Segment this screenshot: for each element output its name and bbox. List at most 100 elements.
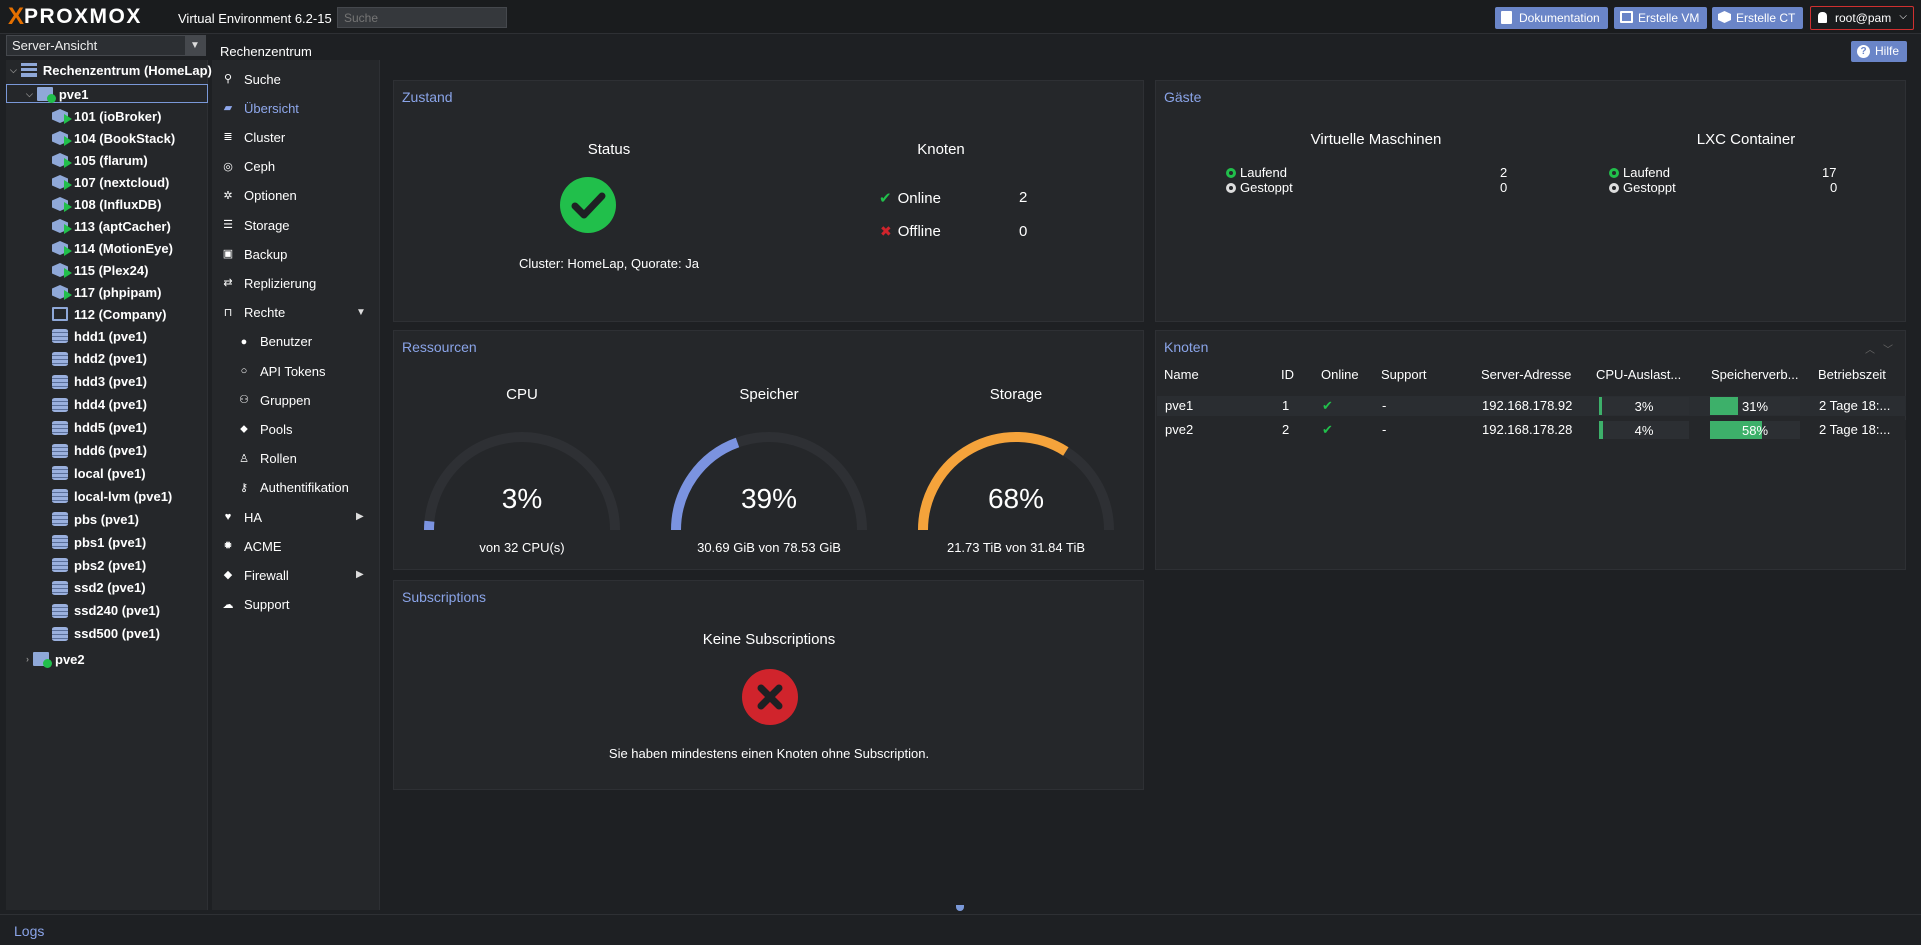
column-header[interactable]: Support [1381, 367, 1427, 382]
vm-running-count: 2 [1500, 165, 1508, 180]
gauge-track [424, 432, 620, 531]
status-panel: Zustand Status Cluster: HomeLap, Quorate… [393, 80, 1144, 322]
container-running-icon [52, 241, 72, 256]
tree-item[interactable]: 115 (Plex24) [52, 260, 148, 280]
tree-item[interactable]: 107 (nextcloud) [52, 172, 169, 192]
node-id: 2 [1282, 422, 1290, 437]
menu-item[interactable]: ☰ Storage [222, 215, 289, 235]
tree-item[interactable]: 114 (MotionEye) [52, 238, 173, 258]
menu-item[interactable]: ♥ HA [222, 507, 262, 527]
tree-node-pve2[interactable]: › pve2 [26, 651, 85, 668]
menu-item[interactable]: ⚲ Suche [222, 69, 281, 89]
column-header[interactable]: Online [1321, 367, 1359, 382]
menu-item[interactable]: ✹ ACME [222, 536, 281, 556]
menu-item[interactable]: ⚇ Gruppen [238, 390, 311, 410]
menu-item[interactable]: ○ API Tokens [238, 361, 326, 381]
memory-usage-fill [1710, 421, 1763, 439]
times-icon: ✖ [880, 223, 892, 239]
table-row[interactable]: pve2 2 ✔ - 192.168.178.28 4% 58% 2 Tage 18:... [1157, 420, 1906, 440]
menu-item-label: Cluster [244, 129, 286, 145]
menu-item-label: Gruppen [260, 392, 311, 408]
caret-right-icon[interactable]: ▶ [356, 511, 364, 522]
help-button[interactable]: ? Hilfe [1851, 41, 1907, 62]
menu-item[interactable]: ▰ Übersicht [222, 98, 299, 118]
tree-item[interactable]: 112 (Company) [52, 304, 166, 324]
times-circle-icon [742, 669, 798, 725]
column-header[interactable]: Betriebszeit [1818, 367, 1886, 382]
column-header[interactable]: ID [1281, 367, 1294, 382]
tree-item[interactable]: hdd1 (pve1) [52, 326, 147, 346]
column-header[interactable]: Server-Adresse [1481, 367, 1572, 382]
tree-item[interactable]: ssd2 (pve1) [52, 578, 146, 598]
panel-title: Ressourcen [402, 339, 477, 355]
proxmox-logo[interactable]: X PROXMOX [8, 5, 142, 29]
user-menu-button[interactable]: root@pam ⌵ [1810, 6, 1914, 30]
tree-item-label: pbs2 (pve1) [74, 557, 147, 573]
menu-item[interactable]: ≣ Cluster [222, 127, 285, 147]
splitter-handle[interactable] [956, 905, 964, 911]
column-header[interactable]: Name [1164, 367, 1199, 382]
tree-item[interactable]: 117 (phpipam) [52, 282, 161, 302]
collapse-up-icon[interactable]: ︿ [1865, 345, 1875, 356]
tree-item[interactable]: local-lvm (pve1) [52, 486, 172, 506]
tree-item[interactable]: hdd2 (pve1) [52, 349, 147, 369]
container-running-icon [52, 175, 72, 190]
create-vm-button[interactable]: Erstelle VM [1614, 7, 1708, 29]
memory-usage-label: 58% [1741, 423, 1769, 438]
menu-item[interactable]: ✲ Optionen [222, 186, 296, 206]
gauge-subtext: 30.69 GiB von 78.53 GiB [697, 540, 841, 555]
node-id: 1 [1282, 398, 1290, 413]
menu-item[interactable]: ☁ Support [222, 595, 290, 615]
chevron-down-icon[interactable]: ▼ [185, 36, 205, 55]
tree-item[interactable]: hdd3 (pve1) [52, 372, 147, 392]
shield-icon: ◆ [223, 569, 233, 582]
logs-panel[interactable]: Logs [0, 914, 1921, 945]
collapse-down-icon[interactable]: ﹀ [1883, 345, 1893, 356]
tree-item[interactable]: hdd4 (pve1) [52, 395, 147, 415]
tree-item[interactable]: pbs2 (pve1) [52, 555, 146, 575]
tree-item-label: 113 (aptCacher) [74, 218, 171, 234]
server-icon: ≣ [223, 131, 233, 144]
view-select[interactable]: Server-Ansicht ▼ [6, 35, 206, 56]
tree-item-label: ssd500 (pve1) [74, 626, 160, 642]
resource-tree: ⌵ Rechenzentrum (HomeLap) ⌵ pve1 101 (io… [6, 60, 212, 910]
container-running-icon [52, 219, 72, 234]
check-icon: ✔ [1322, 398, 1333, 413]
tree-item[interactable]: local (pve1) [52, 463, 146, 483]
menu-item[interactable]: ⚷ Authentifikation [238, 478, 349, 498]
tree-item[interactable]: 105 (flarum) [52, 150, 148, 170]
menu-item[interactable]: ⬥ Pools [238, 419, 292, 439]
column-header[interactable]: Speicherverb... [1711, 367, 1799, 382]
column-header[interactable]: CPU-Auslast... [1596, 367, 1682, 382]
panel-title: Knoten [1164, 339, 1209, 355]
menu-item[interactable]: ♙ Rollen [238, 449, 297, 469]
table-row[interactable]: pve1 1 ✔ - 192.168.178.92 3% 31% 2 Tage 18:... [1157, 396, 1906, 416]
tree-node-pve1[interactable]: ⌵ pve1 [26, 86, 89, 103]
play-icon [64, 224, 72, 234]
tree-item[interactable]: 108 (InfluxDB) [52, 194, 161, 214]
caret-right-icon[interactable]: ▶ [356, 569, 364, 581]
tree-item[interactable]: 104 (BookStack) [52, 128, 175, 148]
menu-item[interactable]: ◎ Ceph [222, 157, 275, 177]
tree-item[interactable]: pbs (pve1) [52, 509, 139, 529]
menu-item[interactable]: ● Benutzer [238, 332, 312, 352]
database-icon [52, 443, 68, 458]
tree-item[interactable]: ssd240 (pve1) [52, 601, 160, 621]
tree-item[interactable]: hdd5 (pve1) [52, 418, 147, 438]
tree-item[interactable]: pbs1 (pve1) [52, 532, 146, 552]
search-input[interactable] [337, 7, 507, 28]
subscriptions-panel: Subscriptions Keine Subscriptions Sie ha… [393, 580, 1144, 790]
documentation-button[interactable]: Dokumentation [1495, 7, 1608, 29]
tree-item[interactable]: hdd6 (pve1) [52, 441, 147, 461]
menu-item[interactable]: ◆ Firewall [222, 565, 289, 585]
tree-datacenter[interactable]: ⌵ Rechenzentrum (HomeLap) [10, 62, 212, 78]
menu-item[interactable]: ⊓ Rechte [222, 303, 286, 323]
menu-item[interactable]: ⇄ Replizierung [222, 273, 316, 293]
tree-item[interactable]: ssd500 (pve1) [52, 624, 160, 644]
tree-item[interactable]: 113 (aptCacher) [52, 216, 171, 236]
menu-item[interactable]: ▣ Backup [222, 244, 288, 264]
tree-item[interactable]: 101 (ioBroker) [52, 106, 161, 126]
vm-running-row: Laufend [1226, 165, 1287, 180]
create-ct-button[interactable]: Erstelle CT [1712, 7, 1804, 29]
caret-down-icon[interactable]: ▼ [356, 306, 366, 318]
